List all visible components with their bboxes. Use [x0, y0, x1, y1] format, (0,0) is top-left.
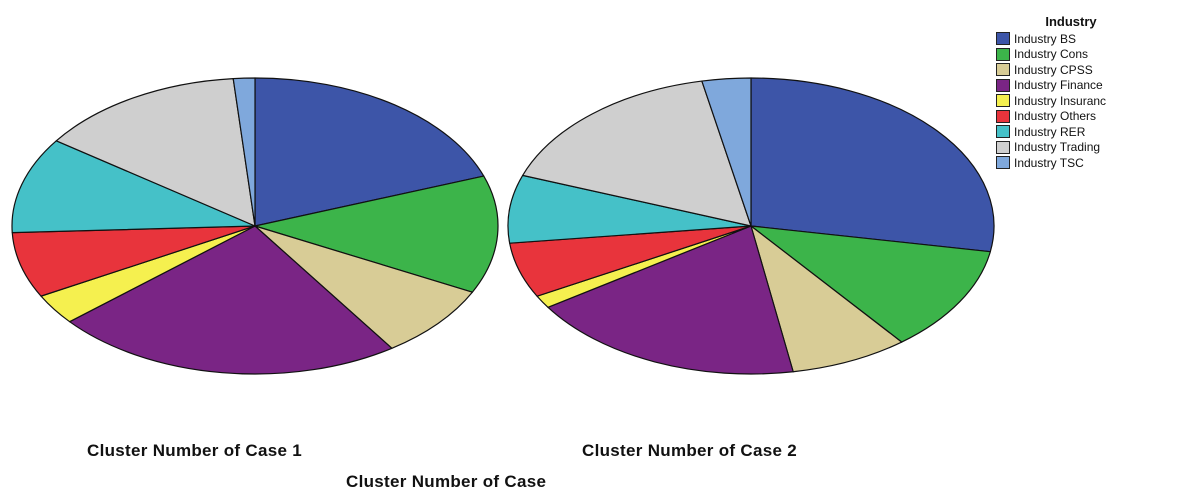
legend-label: Industry RER	[1014, 124, 1086, 139]
legend-swatch	[996, 47, 1010, 61]
legend-label: Industry CPSS	[1014, 62, 1093, 77]
legend-item: Industry TSC	[996, 155, 1164, 171]
pie-slice-industry-tsc	[232, 77, 256, 227]
legend-swatch	[996, 109, 1010, 123]
legend-label: Industry Cons	[1014, 47, 1089, 62]
pie-slice-industry-finance	[547, 225, 794, 375]
pie-slice-industry-trading	[55, 78, 256, 227]
legend-swatch	[996, 78, 1010, 92]
pie-slice-industry-cpss	[254, 225, 473, 349]
legend: Industry Industry BS Industry Cons Industr…	[996, 14, 1176, 171]
pie-label-cluster-2: Cluster Number of Case 2	[582, 441, 798, 460]
pie-cluster-2	[507, 77, 995, 375]
pie-slice-industry-tsc	[701, 77, 752, 227]
pie-slice-industry-cons	[254, 175, 499, 293]
legend-item: Industry RER	[996, 124, 1164, 140]
legend-title: Industry	[1045, 14, 1097, 29]
legend-item: Industry Insuranc	[996, 93, 1164, 109]
pie-slice-industry-rer	[11, 140, 256, 234]
legend-item: Industry Others	[996, 109, 1164, 125]
legend-swatch	[996, 140, 1010, 154]
legend-label: Industry Insuranc	[1014, 93, 1107, 108]
legend-swatch	[996, 156, 1010, 170]
pie-slice-industry-cons	[750, 225, 991, 343]
legend-label: Industry TSC	[1014, 155, 1084, 170]
legend-item: Industry Cons	[996, 47, 1164, 63]
legend-label: Industry Finance	[1014, 78, 1103, 93]
legend-items: Industry BS Industry Cons Industry CPSS Ind…	[996, 31, 1176, 171]
pie-slice-industry-cpss	[750, 225, 903, 373]
pie-slice-industry-trading	[522, 80, 752, 227]
pie-slice-industry-bs	[254, 77, 485, 227]
legend-swatch	[996, 32, 1010, 46]
legend-label: Industry Others	[1014, 109, 1097, 124]
legend-swatch	[996, 94, 1010, 108]
pie-slice-industry-others	[11, 225, 256, 297]
legend-label: Industry Trading	[1014, 140, 1101, 155]
legend-item: Industry Finance	[996, 78, 1164, 94]
pie-slice-industry-bs	[750, 77, 995, 253]
pie-cluster-1	[11, 77, 499, 375]
legend-swatch	[996, 63, 1010, 77]
pie-slice-industry-rer	[507, 174, 752, 244]
legend-item: Industry BS	[996, 31, 1164, 47]
pie-slice-industry-finance	[69, 225, 393, 375]
legend-item: Industry CPSS	[996, 62, 1164, 78]
legend-label: Industry BS	[1014, 31, 1077, 46]
x-axis-title: Cluster Number of Case	[346, 472, 547, 491]
legend-swatch	[996, 125, 1010, 139]
pie-label-cluster-1: Cluster Number of Case 1	[87, 441, 303, 460]
legend-item: Industry Trading	[996, 140, 1164, 156]
